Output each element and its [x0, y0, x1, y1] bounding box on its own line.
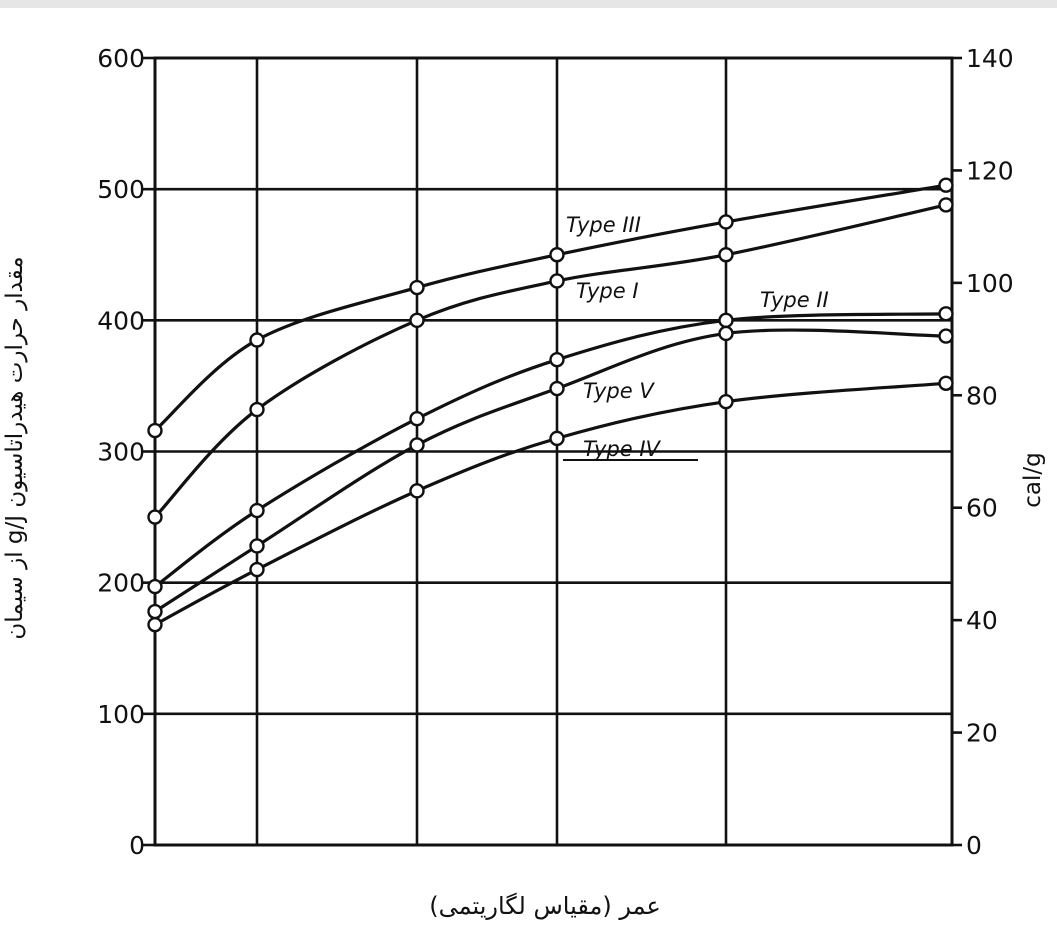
data-point-type-iii-4 — [718, 214, 734, 230]
data-point-type-ii-1 — [249, 502, 265, 519]
tick-label-right-7: 140 — [966, 44, 1014, 73]
series-label-type-i: Type I — [576, 279, 639, 303]
data-point-type-v-3 — [549, 380, 565, 397]
series-line-type-i — [153, 203, 947, 519]
data-point-type-iv-4 — [718, 393, 734, 410]
series-line-type-iv — [154, 381, 947, 627]
tick-label-left-6: 600 — [97, 44, 145, 73]
tick-label-right-5: 100 — [966, 269, 1014, 298]
tick-label-left-1: 100 — [97, 700, 145, 729]
series-label-type-v: Type V — [583, 379, 655, 403]
data-point-type-iv-2 — [409, 483, 425, 499]
tick-label-right-6: 120 — [966, 156, 1014, 185]
data-point-type-v-1 — [249, 538, 265, 554]
data-point-type-v-0 — [147, 603, 163, 620]
series-layer — [147, 177, 954, 633]
tick-label-left-4: 400 — [97, 306, 145, 335]
series-label-type-ii: Type II — [760, 288, 829, 312]
data-point-type-iv-5 — [938, 375, 954, 391]
tick-label-right-4: 80 — [966, 381, 998, 410]
data-point-type-v-4 — [718, 325, 734, 342]
tick-label-left-0: 0 — [129, 831, 145, 860]
data-point-type-ii-2 — [409, 411, 425, 427]
x-axis-label: عمر (مقیاس لگاریتمی) — [429, 892, 661, 920]
series-line-type-ii — [154, 312, 947, 588]
data-point-type-ii-4 — [718, 312, 734, 329]
data-point-type-i-5 — [938, 197, 954, 213]
data-point-type-iii-0 — [147, 422, 163, 439]
data-point-type-ii-5 — [938, 306, 954, 322]
y-axis-label-left: مقدار حرارت هیدراتاسیون g/J از سیمان — [2, 256, 28, 639]
data-point-type-i-2 — [409, 312, 425, 329]
series-labels: Type III Type I Type II Type V Type IV — [563, 213, 829, 461]
data-point-type-ii-3 — [549, 351, 565, 368]
tick-label-right-1: 20 — [966, 719, 998, 748]
data-point-type-iv-3 — [549, 430, 565, 447]
tick-label-left-2: 200 — [97, 569, 145, 598]
data-point-type-i-4 — [718, 247, 734, 263]
data-point-type-iii-1 — [249, 332, 265, 348]
data-point-type-i-0 — [147, 509, 163, 525]
series-line-type-v — [154, 328, 947, 613]
data-point-type-iii-2 — [409, 279, 425, 296]
tick-label-right-2: 40 — [966, 606, 998, 635]
series-label-type-iii: Type III — [566, 213, 641, 237]
data-point-type-iii-3 — [549, 247, 565, 263]
grid — [143, 56, 962, 847]
data-point-type-i-1 — [249, 401, 265, 418]
data-point-type-iv-0 — [147, 616, 163, 633]
data-point-type-v-5 — [938, 328, 954, 344]
data-point-type-iv-1 — [249, 561, 265, 578]
tick-labels: 0 100 200 300 400 500 600 0 20 40 60 80 100 120 140 — [97, 44, 1013, 860]
y-axis-label-right: cal/g — [1020, 452, 1046, 507]
tick-label-left-5: 500 — [97, 175, 145, 204]
series-label-type-iv: Type IV — [583, 437, 662, 461]
tick-label-right-3: 60 — [966, 494, 998, 523]
data-point-type-v-2 — [409, 437, 425, 453]
tick-label-left-3: 300 — [97, 438, 145, 467]
tick-label-right-0: 0 — [966, 831, 982, 860]
data-point-type-i-3 — [549, 273, 565, 289]
top-border-band — [0, 0, 1057, 8]
data-point-type-iii-5 — [938, 177, 954, 193]
data-point-type-ii-0 — [147, 578, 163, 595]
